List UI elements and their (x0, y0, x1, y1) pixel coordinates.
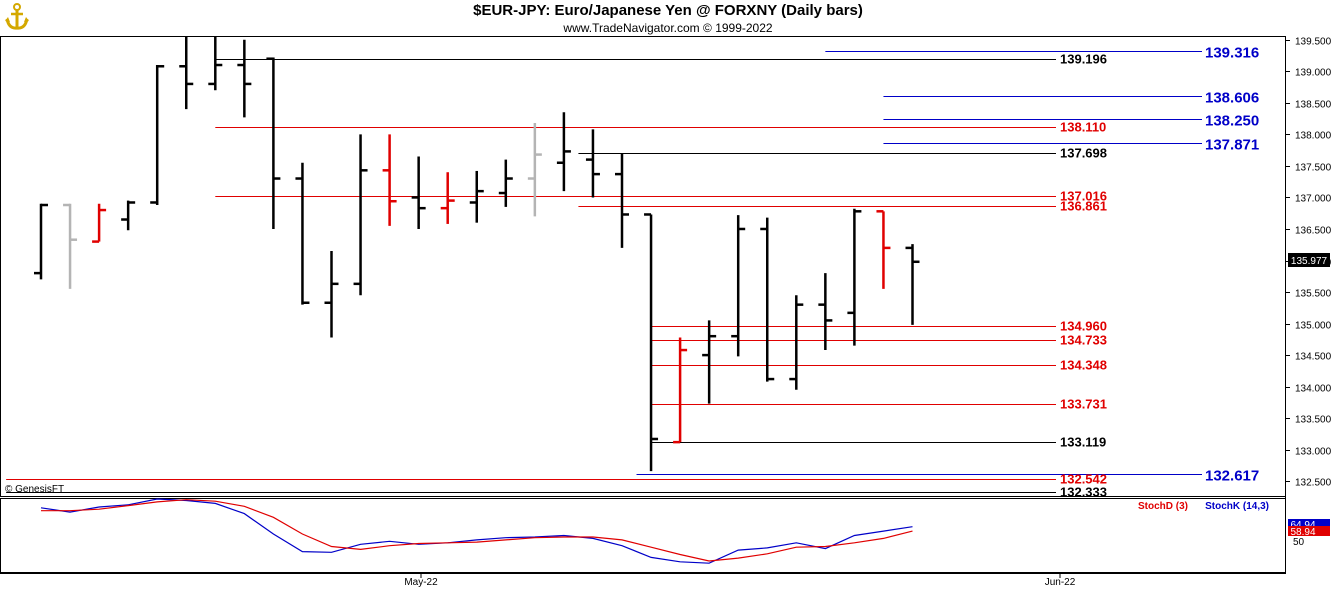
y-tick-label: 133.500 (1295, 415, 1332, 426)
stochd-value-box (1288, 519, 1330, 529)
stochd-line (41, 499, 913, 562)
x-tick-label: May-22 (404, 577, 438, 588)
last-price-label: 135.977 (1291, 256, 1328, 267)
last-price-box (1288, 253, 1330, 267)
level-label: 134.960 (1060, 319, 1107, 334)
indicator-panel-frame (0, 498, 1286, 573)
anchor-logo-icon (5, 3, 29, 30)
level-label: 138.110 (1060, 120, 1106, 135)
level-label: 137.698 (1060, 146, 1107, 161)
y-tick-label: 139.500 (1295, 37, 1332, 48)
stochk-legend: StochK (14,3) (1205, 501, 1269, 512)
level-label: 138.250 (1205, 113, 1259, 130)
chart-title: $EUR-JPY: Euro/Japanese Yen @ FORXNY (Da… (473, 2, 863, 19)
stochk-line (40, 498, 913, 564)
y-tick-label: 134.500 (1295, 352, 1332, 363)
level-label: 139.316 (1205, 45, 1259, 62)
level-label: 132.333 (1060, 485, 1107, 500)
level-label: 133.119 (1060, 435, 1106, 450)
level-label: 134.348 (1060, 358, 1107, 373)
stoch-axis-tick: 50 (1293, 537, 1305, 548)
level-label: 139.196 (1060, 52, 1107, 67)
stochk-value-box (1288, 526, 1330, 536)
y-tick-label: 137.500 (1295, 163, 1332, 174)
y-tick-label: 139.000 (1295, 68, 1332, 79)
x-tick-label: Jun-22 (1045, 577, 1076, 588)
y-tick-label: 138.500 (1295, 100, 1332, 111)
level-label: 137.871 (1205, 137, 1259, 154)
y-tick-label: 136.500 (1295, 226, 1332, 237)
copyright-label: © GenesisFT (5, 484, 65, 495)
level-label: 132.542 (1060, 472, 1107, 487)
stochk-value-label: 58.94 (1290, 527, 1315, 538)
price-panel-frame (0, 36, 1286, 497)
y-tick-label: 135.000 (1295, 321, 1332, 332)
y-tick-label: 134.000 (1295, 384, 1332, 395)
y-tick-label: 132.500 (1295, 478, 1332, 489)
y-tick-label: 133.000 (1295, 447, 1332, 458)
y-tick-label: 138.000 (1295, 131, 1332, 142)
level-label: 138.606 (1205, 90, 1259, 107)
level-label: 137.016 (1060, 189, 1107, 204)
stochd-legend: StochD (3) (1138, 501, 1188, 512)
stochd-value-label: 64.94 (1290, 520, 1315, 531)
level-label: 136.861 (1060, 199, 1107, 214)
level-label: 132.617 (1205, 468, 1259, 485)
chart-subtitle: www.TradeNavigator.com © 1999-2022 (563, 21, 773, 35)
level-label: 133.731 (1060, 397, 1107, 412)
level-label: 134.733 (1060, 333, 1107, 348)
y-tick-label: 137.000 (1295, 194, 1332, 205)
y-tick-label: 135.500 (1295, 289, 1332, 300)
